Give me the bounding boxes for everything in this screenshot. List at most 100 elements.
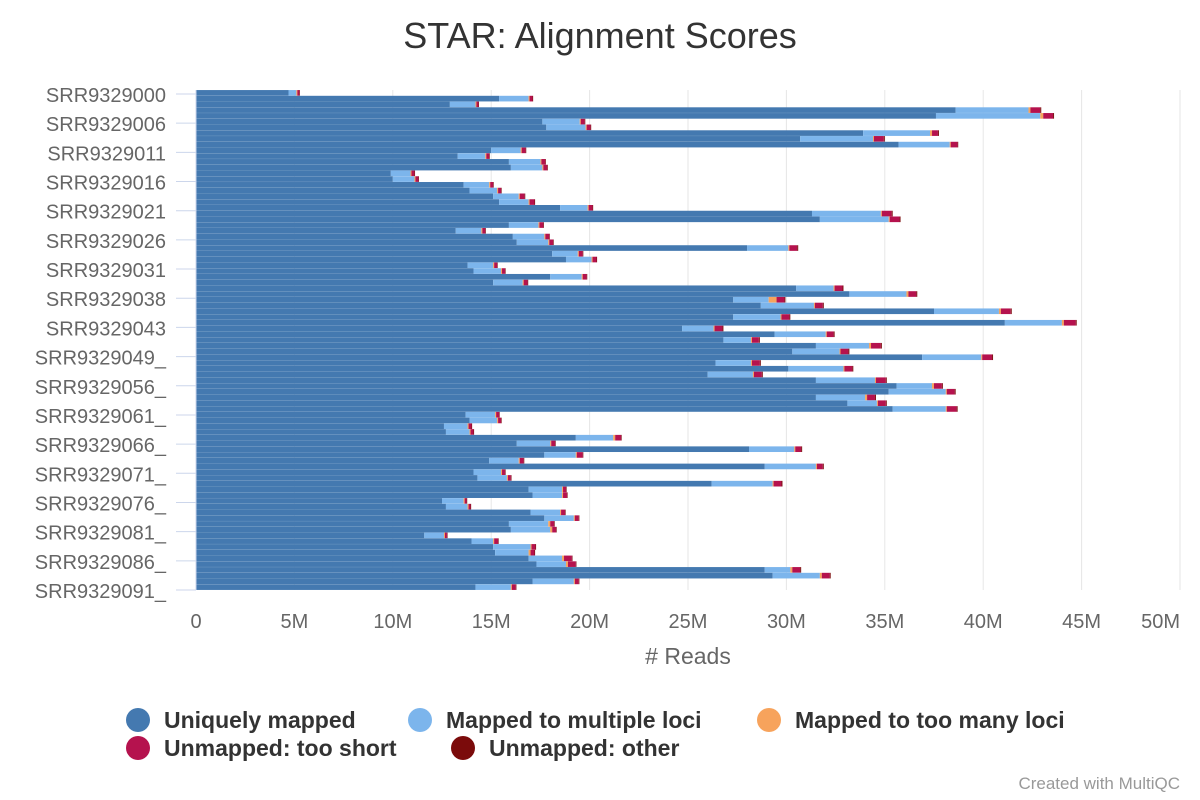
bar-segment bbox=[196, 187, 470, 194]
bar-segment bbox=[196, 365, 789, 372]
bar-segment bbox=[795, 446, 802, 453]
bar-segment bbox=[485, 153, 487, 159]
multiqc-credit[interactable]: Created with MultiQC bbox=[1018, 774, 1180, 793]
bar-segment bbox=[552, 526, 557, 533]
bar-segment bbox=[411, 170, 415, 177]
bar-segment bbox=[772, 572, 820, 579]
bar-segment bbox=[485, 227, 486, 234]
y-tick-label: SRR9329043 bbox=[46, 318, 166, 340]
bar-segment bbox=[478, 101, 480, 108]
bar-segment bbox=[475, 101, 477, 108]
bar-segment bbox=[822, 463, 824, 470]
bar-segment bbox=[465, 411, 496, 418]
bar-segment bbox=[196, 337, 724, 343]
bar-segment bbox=[764, 567, 791, 573]
bar-segment bbox=[819, 572, 822, 579]
bar-segment bbox=[1075, 319, 1077, 326]
y-tick-label: SRR9329000 bbox=[46, 85, 166, 107]
bar-segment bbox=[932, 130, 938, 136]
bar-segment bbox=[196, 555, 529, 562]
bar-segment bbox=[476, 101, 479, 108]
bar-segment bbox=[196, 423, 444, 430]
bar-segment bbox=[946, 406, 957, 412]
bar-segment bbox=[916, 291, 918, 297]
bar-segment bbox=[801, 446, 803, 453]
bar-segment bbox=[548, 239, 550, 246]
bar-segment bbox=[788, 365, 844, 372]
bar-segment bbox=[543, 222, 544, 228]
bar-segment bbox=[414, 170, 416, 177]
y-tick-label: SRR9329091_ bbox=[35, 581, 167, 603]
bar-segment bbox=[196, 509, 531, 516]
x-tick-label: 5M bbox=[281, 611, 309, 633]
x-tick-label: 25M bbox=[669, 611, 708, 633]
bar-segment bbox=[508, 222, 539, 228]
bar-segment bbox=[908, 291, 917, 297]
bar-segment bbox=[196, 113, 936, 119]
bar-segment bbox=[455, 227, 482, 234]
bar-segment bbox=[881, 210, 892, 217]
bar-segment bbox=[196, 268, 474, 274]
bar-segment bbox=[470, 503, 472, 510]
bar-segment bbox=[545, 233, 550, 240]
bar-segment bbox=[469, 187, 498, 194]
bar-segment bbox=[473, 429, 475, 435]
bar-segment bbox=[550, 521, 555, 527]
bar-segment bbox=[582, 452, 584, 458]
y-tick-label: SRR9329026 bbox=[46, 231, 166, 253]
bar-segment bbox=[542, 164, 544, 171]
bar-segment bbox=[544, 233, 546, 240]
bar-segment bbox=[196, 515, 545, 521]
bar-segment bbox=[494, 538, 499, 544]
bar-segment bbox=[489, 457, 519, 464]
bar-segment bbox=[196, 302, 761, 309]
bar-segment bbox=[590, 124, 592, 131]
bar-segment bbox=[196, 383, 897, 389]
bar-segment bbox=[528, 199, 530, 205]
bar-segment bbox=[473, 469, 502, 475]
bar-segment bbox=[549, 239, 554, 246]
y-tick-label: SRR9329061_ bbox=[35, 406, 167, 428]
bar-segment bbox=[515, 584, 517, 590]
bar-segment bbox=[390, 170, 411, 177]
bar-segment bbox=[774, 331, 826, 338]
bar-segment bbox=[954, 388, 956, 395]
bar-segment bbox=[615, 434, 622, 441]
bar-segment bbox=[477, 475, 507, 481]
bar-segment bbox=[561, 509, 565, 516]
bar-segment bbox=[196, 245, 748, 251]
bar-segment bbox=[493, 538, 495, 544]
bar-segment bbox=[532, 492, 563, 498]
bar-segment bbox=[797, 245, 799, 251]
bar-segment bbox=[564, 555, 572, 562]
bar-segment bbox=[950, 141, 958, 148]
bar-segment bbox=[493, 279, 523, 286]
x-tick-label: 15M bbox=[472, 611, 511, 633]
bar-segment bbox=[502, 268, 505, 274]
bar-segment bbox=[196, 308, 934, 315]
bar-segment bbox=[957, 141, 959, 148]
bar-segment bbox=[508, 159, 541, 165]
bar-segment bbox=[196, 153, 458, 159]
bar-segment bbox=[934, 383, 942, 389]
bar-segment bbox=[196, 101, 450, 108]
bar-segment bbox=[550, 526, 553, 533]
bar-segment bbox=[934, 308, 999, 315]
bar-segment bbox=[196, 124, 547, 131]
bar-segment bbox=[815, 377, 875, 384]
bar-segment bbox=[196, 492, 533, 498]
bar-segment bbox=[567, 561, 576, 567]
bar-segment bbox=[196, 354, 923, 361]
bar-series bbox=[196, 90, 1077, 590]
bar-segment bbox=[196, 216, 820, 223]
bar-segment bbox=[196, 567, 765, 573]
bar-segment bbox=[523, 279, 528, 286]
bar-segment bbox=[833, 285, 835, 292]
bar-segment bbox=[196, 440, 517, 447]
bar-segment bbox=[565, 486, 567, 493]
bar-segment bbox=[792, 348, 840, 355]
bar-segment bbox=[491, 147, 521, 154]
bar-segment bbox=[758, 337, 760, 343]
bar-segment bbox=[592, 256, 597, 263]
